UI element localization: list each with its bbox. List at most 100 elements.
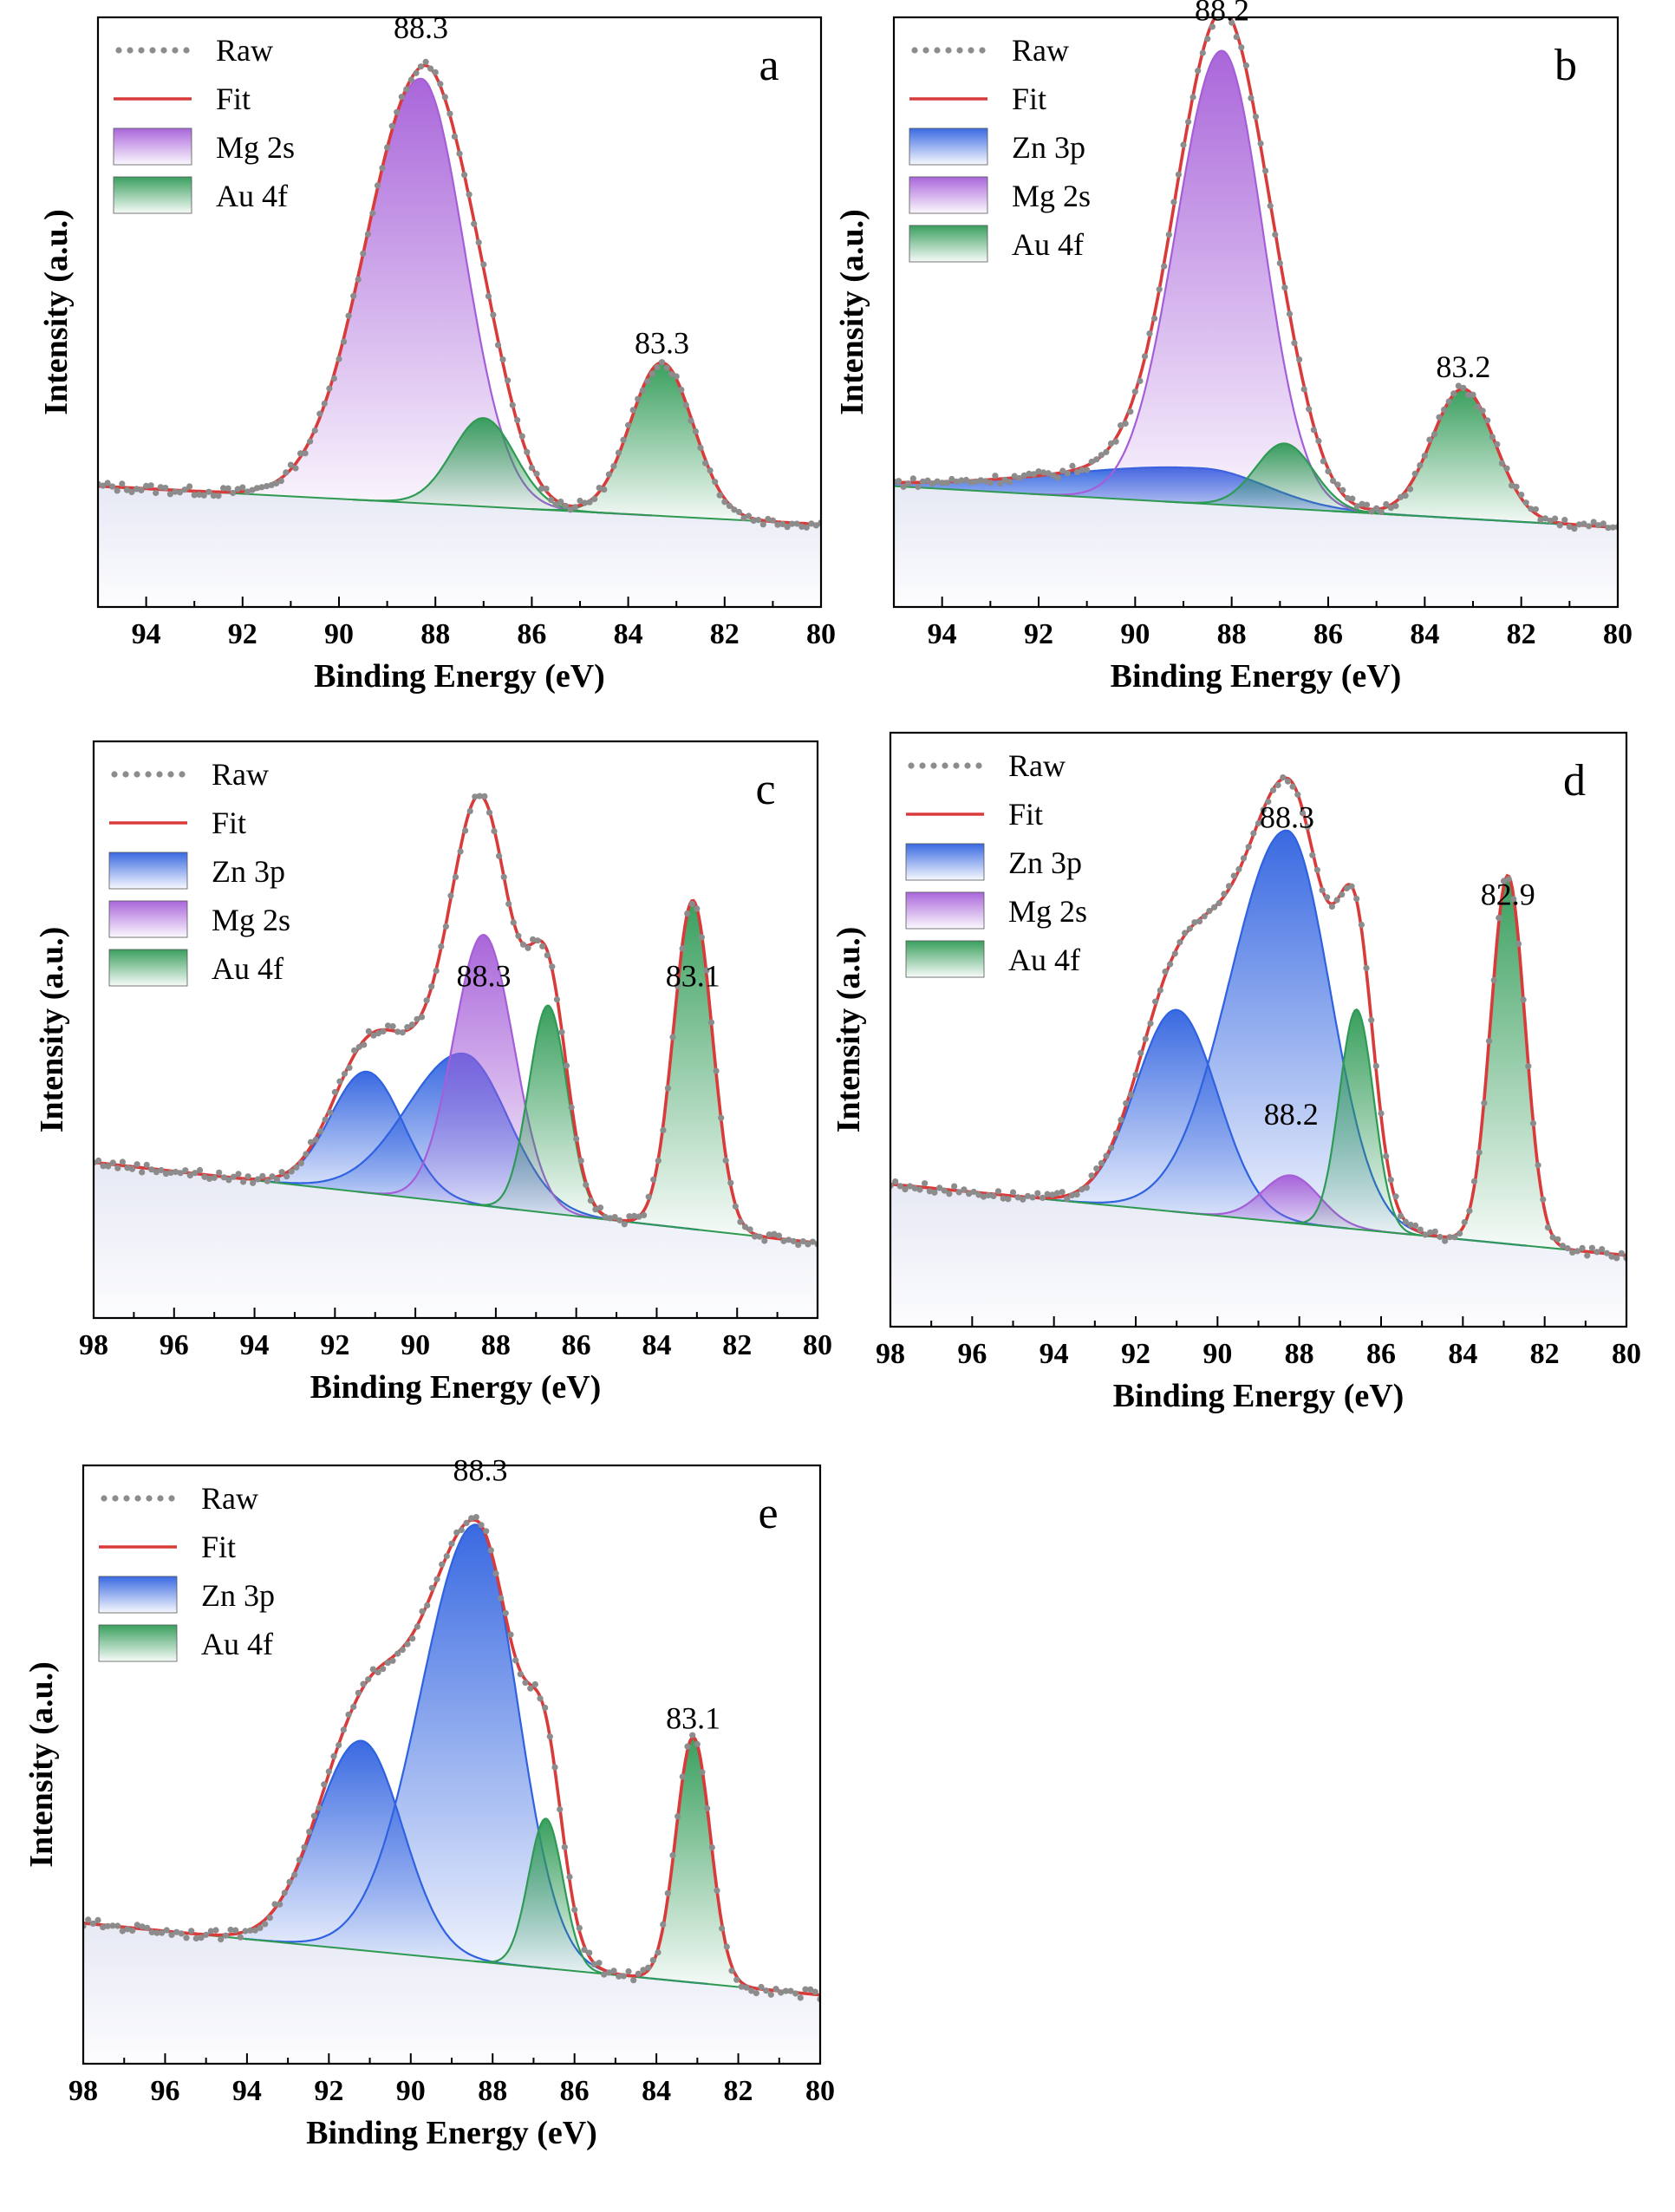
raw-point	[253, 485, 261, 492]
raw-point	[212, 1927, 219, 1934]
raw-point	[509, 401, 516, 408]
raw-point	[456, 150, 463, 157]
raw-point	[916, 1186, 923, 1193]
raw-point	[966, 1191, 973, 1197]
raw-point	[1525, 1063, 1532, 1070]
raw-point	[639, 387, 646, 394]
raw-point	[975, 1191, 982, 1198]
legend-item-raw: Raw	[111, 757, 269, 792]
panel-c: 98 96 94 92 90 88 86 84 82 80 Binding Energy (eV) I…	[34, 740, 832, 1406]
legend-item-fit: Fit	[906, 797, 1043, 832]
raw-point	[576, 1924, 583, 1932]
raw-point	[264, 483, 270, 490]
raw-point	[721, 499, 728, 506]
raw-point	[1605, 525, 1612, 532]
raw-point	[278, 1169, 285, 1176]
raw-point	[1182, 930, 1189, 936]
raw-point	[767, 1991, 774, 1998]
raw-point	[1039, 1194, 1046, 1201]
raw-point	[207, 1928, 214, 1935]
raw-point	[1199, 49, 1206, 56]
raw-point	[1045, 470, 1052, 477]
raw-point	[1185, 118, 1192, 126]
raw-point	[1225, 883, 1233, 890]
raw-point	[1315, 437, 1322, 445]
baseline-fill	[894, 486, 1618, 607]
raw-point	[919, 478, 926, 486]
raw-point	[792, 1990, 799, 1997]
raw-point	[549, 963, 556, 970]
raw-point	[1084, 467, 1091, 473]
raw-point	[472, 793, 479, 800]
raw-point	[601, 486, 608, 493]
raw-point	[941, 1187, 948, 1194]
raw-point	[239, 484, 246, 491]
raw-point	[210, 493, 217, 499]
raw-point	[177, 1170, 184, 1177]
raw-point	[399, 1647, 406, 1654]
raw-point	[251, 1927, 258, 1934]
x-tick-label: 96	[957, 1338, 987, 1370]
raw-point	[128, 1165, 136, 1172]
legend-swatch-zn	[905, 843, 985, 881]
raw-point	[582, 499, 589, 506]
raw-point	[668, 371, 675, 378]
raw-point	[1571, 525, 1578, 532]
raw-point	[203, 1931, 210, 1938]
raw-point	[1358, 921, 1365, 929]
raw-point	[1618, 1250, 1625, 1256]
raw-point	[424, 1602, 431, 1608]
raw-point	[1426, 436, 1433, 443]
raw-point	[703, 967, 710, 974]
raw-point	[1001, 476, 1008, 483]
raw-point	[722, 1157, 729, 1164]
raw-point	[1580, 520, 1587, 527]
raw-point	[1445, 398, 1452, 405]
legend-swatch-au	[113, 176, 192, 214]
raw-point	[650, 1176, 657, 1183]
raw-point	[242, 1928, 249, 1935]
raw-point	[707, 467, 714, 474]
raw-point	[196, 1166, 204, 1174]
raw-point	[1257, 140, 1264, 147]
raw-point	[708, 1844, 715, 1851]
x-tick-label: 88	[478, 2075, 507, 2107]
raw-point	[330, 1752, 337, 1759]
raw-point	[281, 1889, 288, 1896]
raw-point	[1417, 462, 1424, 469]
raw-point	[351, 1047, 358, 1054]
raw-point	[798, 523, 805, 531]
raw-point	[664, 1889, 671, 1896]
raw-point	[1584, 1252, 1591, 1259]
raw-point	[1280, 774, 1287, 781]
raw-point	[259, 1172, 266, 1179]
legend-label: Mg 2s	[1008, 894, 1087, 929]
x-tick-label: 92	[228, 618, 257, 650]
raw-point	[1535, 1162, 1541, 1169]
legend-swatch-raw	[156, 771, 163, 778]
raw-point	[605, 471, 613, 478]
raw-point	[1595, 522, 1602, 529]
raw-data-points	[98, 58, 821, 531]
raw-point	[625, 1967, 632, 1975]
raw-point	[626, 1213, 633, 1220]
raw-point	[1328, 903, 1335, 910]
raw-point	[269, 1173, 276, 1180]
legend-swatch-raw	[172, 47, 179, 54]
raw-point	[234, 486, 241, 493]
raw-point	[673, 373, 680, 380]
panel-d: 98 96 94 92 90 88 86 84 82 80 Binding Energy (eV) I…	[831, 731, 1641, 1414]
panel-e: 98 96 94 92 90 88 86 84 82 80 Binding Energy (eV) I…	[23, 1452, 835, 2151]
raw-point	[1422, 1231, 1429, 1238]
raw-point	[718, 1114, 725, 1121]
raw-point	[379, 165, 386, 172]
raw-point	[205, 488, 212, 495]
raw-point	[787, 1987, 794, 1994]
raw-point	[809, 1238, 817, 1245]
legend-label: Zn 3p	[1008, 845, 1082, 880]
raw-point	[961, 1186, 968, 1193]
raw-point	[360, 1680, 367, 1687]
legend-swatch-raw	[146, 1495, 153, 1502]
raw-point	[1073, 1191, 1080, 1198]
raw-point	[911, 1184, 918, 1192]
